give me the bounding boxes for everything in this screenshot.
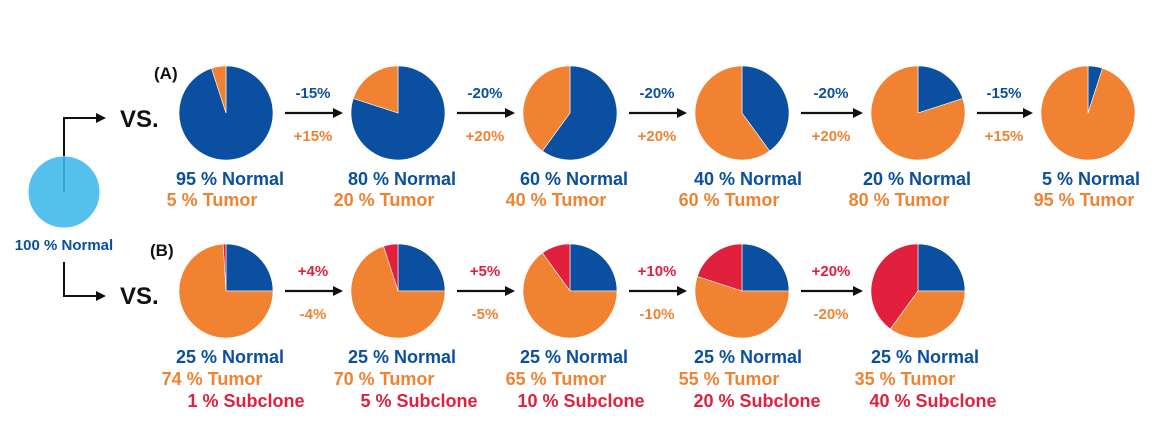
normal-pct-label: 25 % Normal <box>520 347 628 367</box>
transition-change-top: +4% <box>298 263 328 280</box>
transition-change-bottom: +20% <box>466 128 505 145</box>
tumor-pct-label: 95 % Tumor <box>1034 190 1135 210</box>
subclone-pct-label: 1 % Subclone <box>187 391 304 411</box>
normal-slice <box>917 65 964 114</box>
transition-change-bottom: +20% <box>638 128 677 145</box>
subclone-slice <box>870 243 919 330</box>
panel-b-transition-2: +5% -5% <box>457 263 515 323</box>
normal-pct-label: 5 % Normal <box>1042 169 1140 189</box>
tumor-pct-label: 40 % Tumor <box>506 190 607 210</box>
transition-change-bottom: -5% <box>472 306 499 323</box>
tumor-pct-label: 80 % Tumor <box>849 190 950 210</box>
branch-to-a <box>63 113 106 156</box>
normal-pct-label: 25 % Normal <box>176 347 284 367</box>
normal-pct-label: 80 % Normal <box>348 169 456 189</box>
transition-change-top: -15% <box>295 85 330 102</box>
subclone-pct-label: 5 % Subclone <box>360 391 477 411</box>
tumor-pct-label: 74 % Tumor <box>162 369 263 389</box>
branch-connectors <box>63 113 106 301</box>
transition-change-top: +20% <box>812 263 851 280</box>
tumor-slice <box>889 290 966 339</box>
panel-a-transition-5: -15% +15% <box>977 85 1033 145</box>
tumor-pct-label: 60 % Tumor <box>679 190 780 210</box>
panel-a-vs: VS. <box>120 106 159 133</box>
tumor-slice <box>870 65 966 161</box>
normal-slice <box>741 65 790 152</box>
transition-change-bottom: +15% <box>294 128 333 145</box>
panel-a-transition-3: -20% +20% <box>629 85 687 145</box>
subclone-slice <box>696 243 743 292</box>
tumor-slice <box>694 65 771 161</box>
panel-b-vs: VS. <box>120 283 159 310</box>
tumor-slice <box>694 276 790 339</box>
panel-b-transition-1: +4% -4% <box>285 263 343 323</box>
normal-slice <box>569 243 618 292</box>
transition-change-top: +5% <box>470 263 500 280</box>
transition-change-bottom: -4% <box>300 306 327 323</box>
normal-pct-label: 20 % Normal <box>863 169 971 189</box>
transition-change-bottom: -20% <box>813 306 848 323</box>
tumor-pct-label: 20 % Tumor <box>334 190 435 210</box>
normal-pct-label: 25 % Normal <box>694 347 802 367</box>
subclone-pct-label: 20 % Subclone <box>693 391 820 411</box>
tumor-slice <box>178 243 274 339</box>
root-sample: 100 % Normal <box>15 155 113 254</box>
normal-slice <box>225 243 274 292</box>
tumor-slice <box>1040 65 1136 161</box>
normal-pct-label: 95 % Normal <box>176 169 284 189</box>
tumor-slice <box>522 65 571 152</box>
normal-pct-label: 40 % Normal <box>694 169 802 189</box>
normal-pct-label: 60 % Normal <box>520 169 628 189</box>
transition-change-top: -20% <box>639 85 674 102</box>
transition-change-top: -20% <box>813 85 848 102</box>
normal-slice <box>397 243 446 292</box>
branch-to-b <box>63 262 106 301</box>
transition-change-bottom: +20% <box>812 128 851 145</box>
tumor-slice <box>522 252 618 339</box>
panel-a-transition-4: -20% +20% <box>801 85 863 145</box>
panel-b-transition-3: +10% -10% <box>629 263 687 323</box>
transition-change-top: -20% <box>467 85 502 102</box>
tumor-pct-label: 35 % Tumor <box>855 369 956 389</box>
panel-a-label: (A) <box>154 64 178 83</box>
tumor-slice <box>352 65 399 114</box>
transition-change-bottom: +15% <box>985 128 1024 145</box>
normal-pct-label: 25 % Normal <box>871 347 979 367</box>
tumor-pct-label: 65 % Tumor <box>506 369 607 389</box>
panel-b-transition-4: +20% -20% <box>801 263 863 323</box>
transition-change-bottom: -10% <box>639 306 674 323</box>
panel-b-label: (B) <box>150 241 174 260</box>
normal-pct-label: 25 % Normal <box>348 347 456 367</box>
tumor-pct-label: 70 % Tumor <box>334 369 435 389</box>
panel-a-transition-2: -20% +20% <box>457 85 515 145</box>
tumor-pct-label: 5 % Tumor <box>167 190 258 210</box>
normal-slice <box>541 65 618 161</box>
transition-change-top: -15% <box>986 85 1021 102</box>
tumor-pct-label: 55 % Tumor <box>679 369 780 389</box>
tumor-slice <box>350 245 446 339</box>
normal-slice <box>741 243 790 292</box>
panel-a-transition-1: -15% +15% <box>285 85 343 145</box>
transition-change-top: +10% <box>638 263 677 280</box>
subclone-pct-label: 10 % Subclone <box>517 391 644 411</box>
normal-slice <box>917 243 966 292</box>
tumor-slice <box>211 65 227 114</box>
subclone-pct-label: 40 % Subclone <box>869 391 996 411</box>
root-label: 100 % Normal <box>15 237 113 254</box>
